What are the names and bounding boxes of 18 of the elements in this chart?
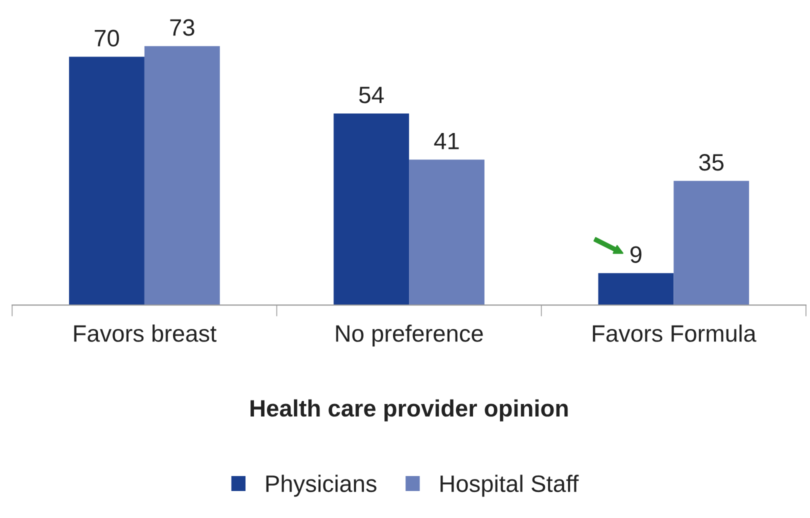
bar [598,273,674,306]
x-tick-label: Favors breast [74,324,216,342]
x-tick-label: Favors Formula [592,324,756,342]
data-label: 9 [630,246,642,263]
bar [69,56,144,306]
bar [674,180,750,306]
data-label: 41 [434,132,459,150]
bar [409,160,484,306]
data-label: 73 [170,19,194,36]
x-axis-title: Health care provider opinion [250,399,568,422]
data-label: 35 [699,154,724,171]
legend-label: Physicians [266,474,376,497]
bar [144,46,220,306]
legend-label: Hospital Staff [440,474,579,497]
bar [334,114,410,306]
x-tick-label: No preference [336,324,483,347]
data-label: 54 [359,86,384,104]
data-label: 70 [94,30,119,47]
